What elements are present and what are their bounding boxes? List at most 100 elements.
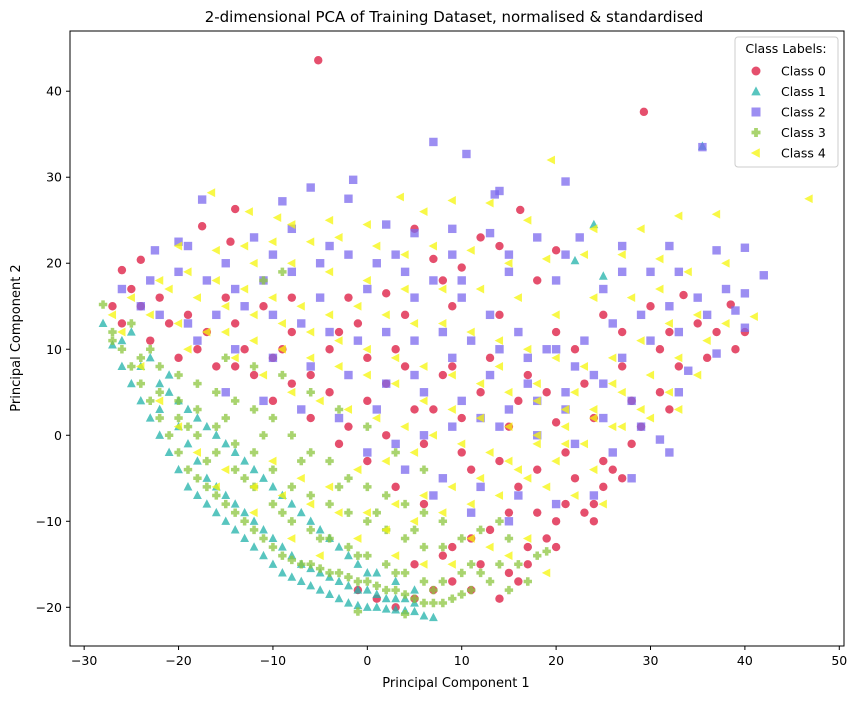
data-point <box>287 572 297 581</box>
data-point <box>674 388 684 397</box>
data-point <box>249 508 258 518</box>
data-point <box>344 370 353 380</box>
data-point <box>448 422 457 431</box>
data-point <box>599 482 608 492</box>
data-point <box>268 237 277 247</box>
data-point <box>344 550 353 560</box>
y-tick-label: 0 <box>54 428 62 443</box>
data-point <box>136 353 145 363</box>
data-point <box>400 568 410 578</box>
data-point <box>457 534 466 543</box>
data-point <box>334 413 344 423</box>
legend-marker <box>751 128 761 137</box>
data-point <box>221 439 231 448</box>
data-point <box>325 241 334 251</box>
data-point <box>212 362 221 371</box>
data-point <box>447 370 456 380</box>
data-point <box>372 405 381 414</box>
data-point <box>155 310 164 320</box>
data-point <box>626 293 636 303</box>
data-point <box>589 224 598 234</box>
data-point <box>382 220 391 229</box>
data-point <box>353 585 363 594</box>
data-point <box>400 362 410 371</box>
data-point <box>183 344 192 354</box>
data-point <box>230 353 239 363</box>
data-point <box>220 327 230 337</box>
data-point <box>607 422 617 432</box>
data-point <box>504 551 513 561</box>
data-point <box>136 302 145 311</box>
data-point <box>239 241 249 251</box>
data-point <box>297 319 306 328</box>
data-point <box>230 499 240 508</box>
data-point <box>702 310 712 320</box>
data-point <box>353 577 363 586</box>
data-point <box>268 250 278 259</box>
data-point <box>202 276 212 285</box>
data-point <box>362 344 371 354</box>
data-point <box>598 499 607 509</box>
data-point <box>249 405 259 414</box>
data-point <box>249 233 259 242</box>
data-point <box>514 396 523 406</box>
data-point <box>155 388 164 397</box>
data-point <box>490 190 499 199</box>
data-point <box>324 267 334 277</box>
data-point <box>164 387 174 396</box>
data-point <box>712 246 721 255</box>
data-point <box>344 474 353 483</box>
data-point <box>117 319 127 328</box>
legend-entry: Class 1 <box>751 84 826 99</box>
data-point <box>466 327 475 337</box>
legend-entries: Class 0 Class 1 Class 2 Class 3 Class 4 <box>750 64 826 161</box>
data-point <box>98 318 108 328</box>
data-point <box>221 293 230 302</box>
data-point <box>589 499 599 509</box>
data-point <box>381 525 390 535</box>
data-point <box>522 473 532 483</box>
data-point <box>410 405 419 414</box>
data-point <box>230 508 240 517</box>
data-point <box>344 572 353 582</box>
data-point <box>551 418 561 427</box>
data-point <box>268 456 277 466</box>
data-point <box>362 508 371 518</box>
data-point <box>211 245 220 255</box>
data-point <box>542 534 551 543</box>
data-point <box>344 580 353 590</box>
data-point <box>362 568 372 577</box>
data-point <box>286 534 296 543</box>
y-tick-label: 40 <box>46 84 62 99</box>
data-point <box>363 422 372 431</box>
data-point <box>570 439 580 449</box>
data-point <box>560 439 570 449</box>
data-point <box>334 405 344 414</box>
data-point <box>711 209 721 219</box>
x-tick-label: 50 <box>831 653 847 668</box>
data-point <box>570 387 579 397</box>
data-point <box>457 263 466 272</box>
data-point <box>306 183 315 192</box>
data-point <box>438 327 448 337</box>
data-point <box>466 245 475 255</box>
data-point <box>533 276 542 285</box>
data-point <box>306 516 316 525</box>
data-point <box>315 585 325 594</box>
data-point <box>646 267 655 277</box>
data-point <box>249 525 259 535</box>
data-point <box>391 605 401 614</box>
data-point <box>485 577 495 586</box>
data-point <box>249 370 259 380</box>
data-point <box>410 336 419 345</box>
data-point <box>164 447 174 457</box>
x-tick-label: 30 <box>643 653 659 668</box>
data-point <box>448 353 457 363</box>
data-point <box>504 250 514 259</box>
data-point <box>348 175 358 185</box>
x-tick-label: 40 <box>737 653 753 668</box>
data-point <box>429 598 438 608</box>
data-point <box>183 422 193 431</box>
data-point <box>334 568 344 578</box>
data-point <box>183 465 193 474</box>
